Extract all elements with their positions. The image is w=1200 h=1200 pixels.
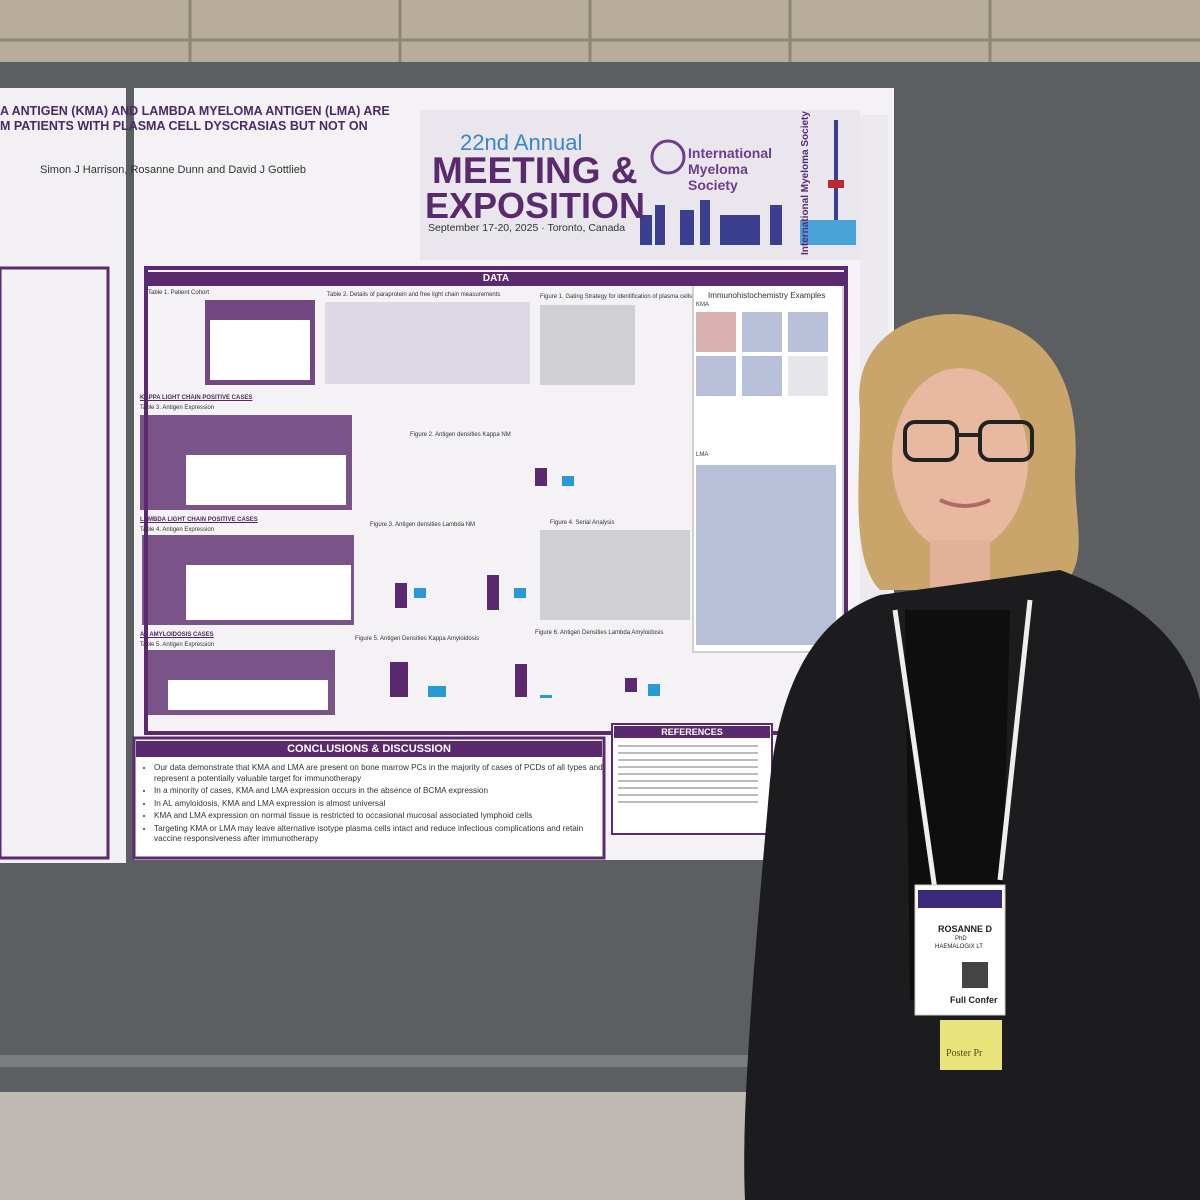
label: Figure 4. Serial Analysis [550,520,615,526]
label: Immunohistochemistry Examples [708,291,826,300]
label: Figure 1. Gating Strategy for identifica… [540,294,693,300]
label: Table 4. Antigen Expression [140,527,215,533]
board-base [0,1055,760,1067]
label: Table 3. Antigen Expression [140,405,215,411]
banner-line2: EXPOSITION [425,185,646,226]
section-label: KAPPA LIGHT CHAIN POSITIVE CASES [140,395,253,401]
wall [0,0,1200,70]
references-box [611,723,773,835]
label: Figure 6. Antigen Densities Lambda Amylo… [535,630,664,636]
label: Table 5. Antigen Expression [140,642,215,648]
label: Table 2. Details of paraprotein and free… [327,292,501,298]
label: Figure 2. Antigen densities Kappa NM [410,432,511,438]
table-rows [168,320,351,710]
face [892,368,1028,552]
label: KMA [696,302,710,308]
conclusions-title: CONCLUSIONS & DISCUSSION [136,741,602,757]
left-poster-frame [0,266,110,860]
ribbon [940,1020,1002,1070]
badge-name: ROSANNE D [938,924,993,934]
edition: 22nd Annual [460,130,583,155]
conclusion-bullet: Our data demonstrate that KMA and LMA ar… [154,763,604,784]
badge-banner [918,890,1002,908]
references-title: REFERENCES [614,726,770,738]
poster-title-2: M PATIENTS WITH PLASMA CELL DYSCRASIAS B… [0,119,368,133]
ihc-images [696,312,836,645]
left-poster [0,88,126,863]
figures [540,305,690,620]
conclusion-bullet: In a minority of cases, KMA and LMA expr… [154,786,604,797]
badge-affiliation: HAEMALOGIX LT [935,944,983,950]
section-label: LAMBDA LIGHT CHAIN POSITIVE CASES [140,517,258,523]
conclusions-list: Our data demonstrate that KMA and LMA ar… [140,763,604,847]
conclusion-bullet: In AL amyloidosis, KMA and LMA expressio… [154,799,604,810]
badge-degree: PhD [955,936,967,942]
badge-pass: Full Confer [950,995,998,1005]
wall-panels [0,0,1200,70]
table2 [325,302,530,384]
qr-code [962,962,988,988]
authors: Simon J Harrison, Rosanne Dunn and David… [40,164,306,176]
society: International Myeloma Society [688,145,773,193]
label: LMA [696,452,709,458]
lanyard [892,599,1033,891]
conclusion-bullet: Targeting KMA or LMA may leave alternati… [154,824,604,845]
glasses [903,420,1034,462]
conclusions-box [132,736,606,860]
reference-lines [618,745,758,803]
dates: September 17-20, 2025 · Toronto, Canada [428,222,626,234]
label: Figure 3. Antigen densities Lambda NM [370,522,476,528]
section-label: AL AMYLOIDOSIS CASES [140,632,214,638]
label: Table 1. Patient Cohort [148,290,210,296]
conclusion-bullet: KMA and LMA expression on normal tissue … [154,811,604,822]
skyline [640,120,856,245]
mouth [939,498,991,508]
figure-bars-blue [414,476,660,698]
society-logo [650,139,686,175]
banner-line1: MEETING & [432,150,638,191]
label: Figure 5. Antigen Densities Kappa Amyloi… [355,636,480,642]
poster-title-1: A ANTIGEN (KMA) AND LAMBDA MYELOMA ANTIG… [0,104,390,118]
data-header: DATA [146,272,846,286]
figure-bars-purple [390,468,637,697]
badge-ribbon: Poster Pr [946,1048,983,1059]
